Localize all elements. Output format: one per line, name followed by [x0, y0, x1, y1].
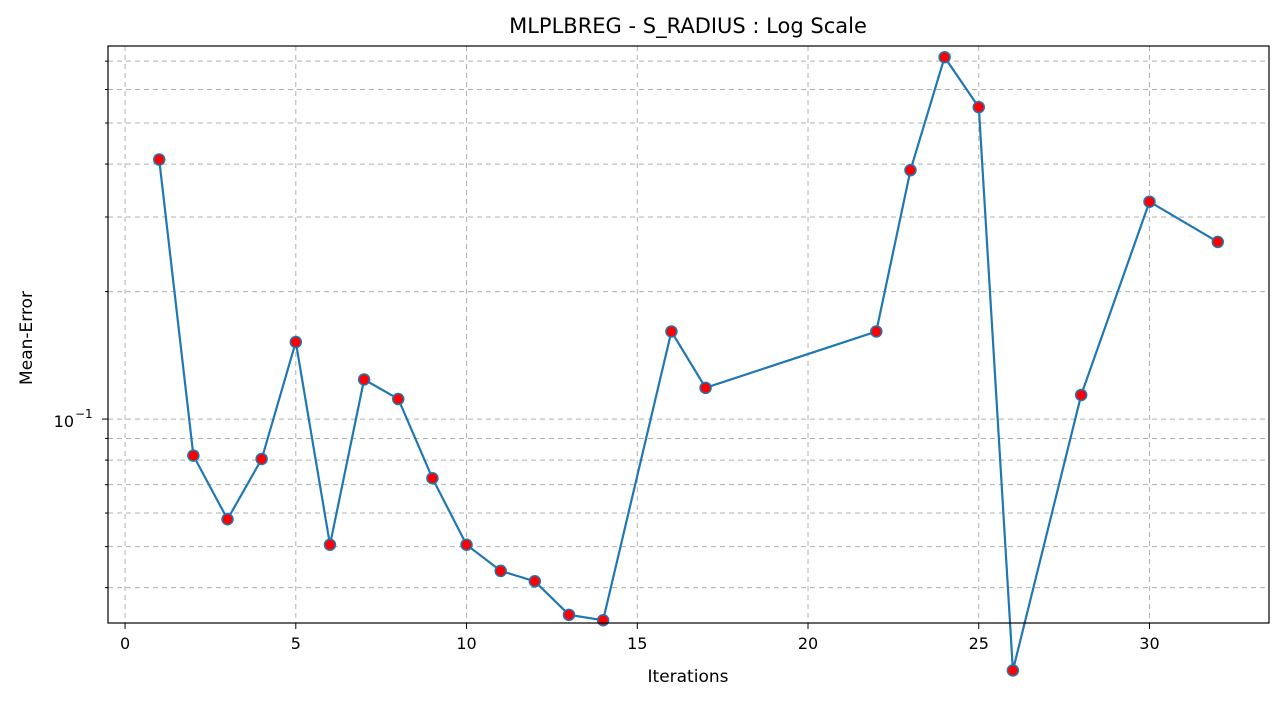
x-axis-label: Iterations	[648, 667, 729, 687]
data-point	[1211, 235, 1225, 249]
y-axis-label: Mean-Error	[17, 291, 37, 385]
grid-lines	[108, 46, 1269, 623]
chart-title: MLPLBREG - S_RADIUS : Log Scale	[509, 14, 867, 39]
data-point	[323, 538, 337, 551]
data-point	[528, 575, 542, 588]
data-point	[699, 381, 712, 395]
x-tick-label: 10	[456, 634, 476, 653]
data-point	[904, 163, 917, 177]
y-tick-label-exponent: −1	[75, 407, 93, 421]
data-point	[221, 513, 234, 526]
data-point	[357, 373, 371, 386]
x-tick-label: 20	[798, 634, 818, 653]
x-tick-label: 5	[291, 634, 301, 653]
data-point	[494, 564, 507, 578]
x-tick-label: 15	[627, 634, 647, 653]
data-point	[1006, 664, 1020, 677]
x-tick-label: 0	[120, 634, 130, 653]
data-point	[596, 613, 610, 627]
data-point	[870, 325, 883, 338]
series-layer	[152, 50, 1225, 677]
data-point	[938, 50, 951, 64]
x-tick-label: 25	[969, 634, 989, 653]
data-point	[426, 471, 439, 485]
data-point	[972, 100, 985, 114]
plot-frame	[107, 45, 1270, 624]
data-point	[1074, 388, 1088, 402]
data-point	[1143, 195, 1156, 208]
data-point	[562, 608, 576, 622]
data-point	[665, 325, 678, 338]
data-point	[289, 335, 303, 349]
x-tick-label: 30	[1139, 634, 1159, 653]
data-point	[460, 538, 473, 551]
data-point	[392, 392, 405, 406]
data-point	[187, 449, 200, 462]
series-line	[158, 54, 1219, 671]
y-tick-label-base: 10	[54, 412, 74, 431]
data-point	[152, 153, 166, 166]
data-point	[255, 452, 268, 466]
